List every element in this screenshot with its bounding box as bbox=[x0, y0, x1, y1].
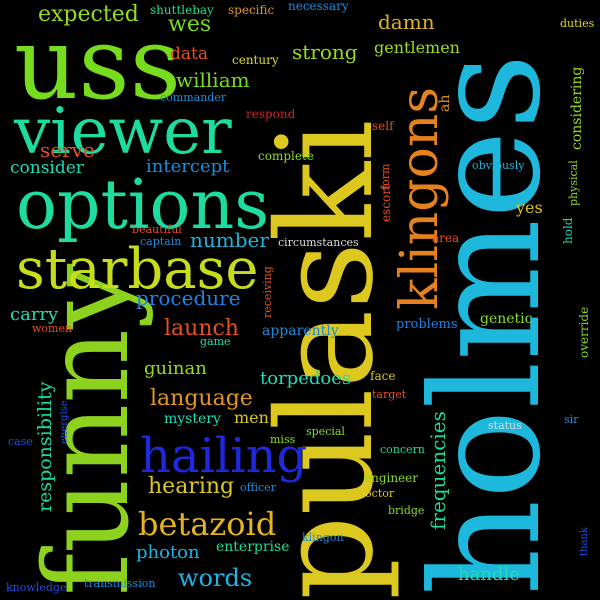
word-expected: expected bbox=[38, 2, 139, 27]
word-century: century bbox=[232, 53, 279, 67]
word-betazoid: betazoid bbox=[138, 505, 277, 543]
word-obviously: obviously bbox=[472, 159, 525, 172]
word-commander: commander bbox=[160, 91, 227, 104]
word-photon: photon bbox=[136, 542, 200, 563]
word-status: status bbox=[488, 419, 522, 432]
word-uss: uss bbox=[14, 5, 182, 122]
word-problems: problems bbox=[396, 317, 458, 332]
word-engineer: engineer bbox=[364, 471, 419, 485]
word-override: override bbox=[577, 306, 591, 358]
word-wes: wes bbox=[168, 12, 212, 37]
word-strong: strong bbox=[292, 40, 358, 64]
word-viewer: viewer bbox=[14, 95, 232, 169]
word-duties: duties bbox=[560, 17, 595, 30]
word-face: face bbox=[370, 369, 396, 383]
word-complete: complete bbox=[258, 149, 314, 163]
word-launch: launch bbox=[164, 316, 239, 341]
word-gentlemen: gentlemen bbox=[374, 38, 460, 57]
word-specific: specific bbox=[228, 3, 275, 17]
word-case: case bbox=[8, 435, 33, 448]
word-guinan: guinan bbox=[144, 358, 207, 379]
word-ah: ah bbox=[437, 94, 453, 112]
word-considering: considering bbox=[569, 66, 585, 150]
word-self: self bbox=[372, 119, 394, 133]
word-responsibility: responsibility bbox=[34, 381, 56, 512]
word-bridge: bridge bbox=[388, 504, 425, 517]
word-starbase: starbase bbox=[16, 237, 259, 302]
word-words: words bbox=[178, 564, 253, 592]
word-circumstances: circumstances bbox=[278, 236, 359, 249]
word-physical: physical bbox=[567, 160, 580, 206]
word-klingon: klingon bbox=[302, 531, 344, 544]
word-william: william bbox=[176, 68, 250, 92]
word-genetic: genetic bbox=[480, 311, 533, 327]
word-frequencies: frequencies bbox=[426, 411, 450, 530]
word-klingons: klingons bbox=[390, 86, 450, 310]
word-respond: respond bbox=[246, 107, 296, 121]
word-women: women bbox=[32, 322, 73, 335]
word-officer: officer bbox=[240, 481, 276, 494]
word-form: form bbox=[379, 163, 392, 190]
word-concern: concern bbox=[380, 443, 425, 456]
word-options: options bbox=[16, 166, 270, 245]
word-receiving: receiving bbox=[261, 266, 274, 318]
word-necessary: necessary bbox=[288, 0, 349, 13]
word-game: game bbox=[200, 335, 231, 348]
word-consider: consider bbox=[10, 158, 84, 178]
word-mystery: mystery bbox=[164, 411, 221, 427]
word-carry: carry bbox=[10, 304, 59, 325]
word-hold: hold bbox=[561, 217, 575, 244]
word-damn: damn bbox=[378, 10, 435, 34]
word-target: target bbox=[372, 388, 407, 401]
word-intercept: intercept bbox=[146, 156, 230, 177]
word-doctor: doctor bbox=[358, 487, 395, 500]
word-beautiful: beautiful bbox=[132, 223, 182, 236]
word-handle: handle bbox=[458, 564, 520, 585]
word-shuttlebay: shuttlebay bbox=[150, 3, 214, 17]
word-pulaski: pulaski bbox=[249, 119, 403, 600]
word-enterprise: enterprise bbox=[216, 539, 290, 555]
word-area: area bbox=[432, 231, 460, 245]
word-energise: energise bbox=[59, 400, 70, 444]
word-language: language bbox=[150, 386, 253, 411]
word-men: men bbox=[234, 408, 269, 427]
word-hailing: hailing bbox=[140, 428, 308, 484]
word-sir: sir bbox=[564, 413, 579, 426]
word-thank: thank bbox=[579, 527, 590, 556]
word-yes: yes bbox=[516, 198, 543, 217]
word-procedure: procedure bbox=[136, 286, 241, 310]
word-special: special bbox=[306, 425, 345, 438]
word-hearing: hearing bbox=[148, 474, 235, 499]
word-torpedoes: torpedoes bbox=[260, 368, 352, 389]
word-miss: miss bbox=[270, 433, 296, 446]
word-data: data bbox=[170, 44, 208, 64]
word-serve: serve bbox=[40, 138, 95, 162]
word-captain: captain bbox=[140, 235, 182, 248]
word-transmission: transmission bbox=[84, 577, 156, 590]
word-knowledge: knowledge bbox=[6, 581, 67, 594]
word-number: number bbox=[190, 228, 269, 252]
word-apparently: apparently bbox=[262, 323, 339, 339]
